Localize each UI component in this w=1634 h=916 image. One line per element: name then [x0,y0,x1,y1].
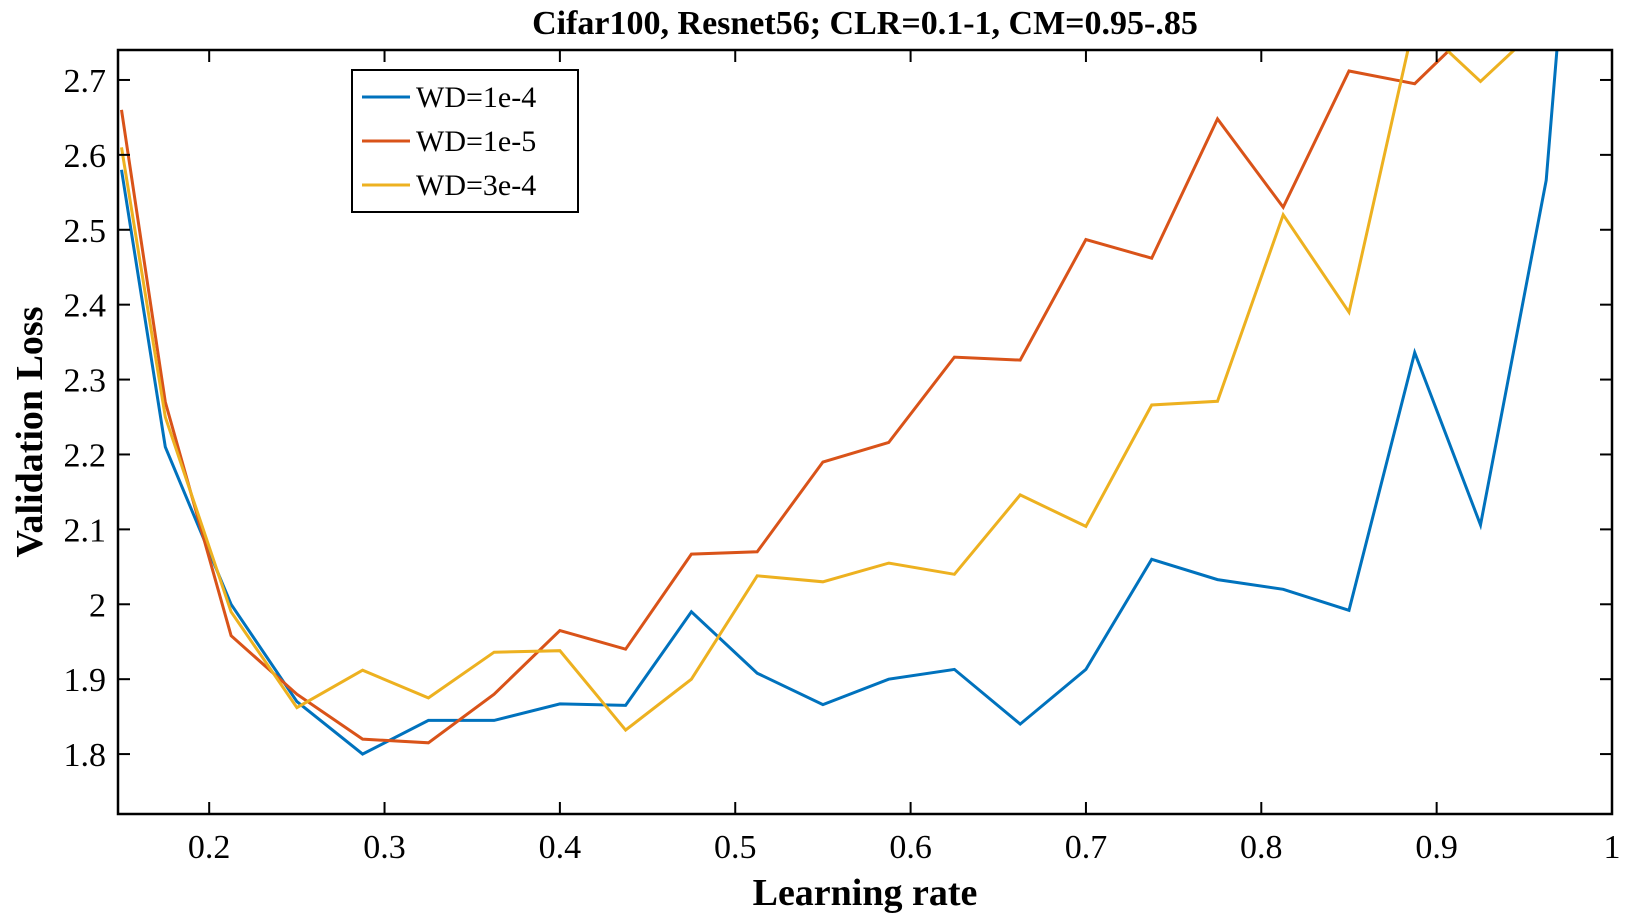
legend-label: WD=1e-5 [416,125,536,158]
y-tick-label: 2.5 [64,213,107,250]
series-line-2 [120,50,1452,745]
series-layer [120,50,1559,756]
plot-area-frame [116,48,1614,816]
y-tick-label: 1.9 [64,662,107,699]
y-tick-label: 2.7 [64,63,107,100]
series-line-3 [120,50,1517,733]
x-tick-label: 0.7 [1065,829,1108,866]
x-tick-label: 0.3 [363,829,406,866]
x-tick-label: 0.9 [1415,829,1458,866]
x-tick-label: 0.4 [539,829,582,866]
y-axis-ticks: 1.8 1.9 2 2.1 2.2 2.3 2.4 2.5 2.6 2.7 [64,63,1612,774]
legend: WD=1e-4 WD=1e-5 WD=3e-4 [351,69,579,213]
series-line-1 [120,50,1559,756]
x-tick-label: 0.6 [889,829,932,866]
x-axis-label: Learning rate [753,872,978,914]
y-tick-label: 2 [89,587,106,624]
y-axis-label: Validation Loss [9,307,51,558]
y-tick-label: 2.4 [64,288,107,325]
x-tick-label: 0.2 [188,829,231,866]
legend-label: WD=3e-4 [416,169,536,202]
legend-label: WD=1e-4 [416,81,536,114]
x-tick-label: 0.8 [1240,829,1283,866]
chart-title: Cifar100, Resnet56; CLR=0.1-1, CM=0.95-.… [532,5,1198,42]
y-tick-label: 2.6 [64,138,107,175]
y-tick-label: 1.8 [64,737,107,774]
y-tick-label: 2.3 [64,363,107,400]
y-tick-label: 2.1 [64,512,107,549]
x-axis-ticks: 0.2 0.3 0.4 0.5 0.6 0.7 0.8 0.9 1 [188,50,1621,866]
y-tick-label: 2.2 [64,437,107,474]
x-tick-label: 0.5 [714,829,757,866]
x-tick-label: 1 [1604,829,1621,866]
